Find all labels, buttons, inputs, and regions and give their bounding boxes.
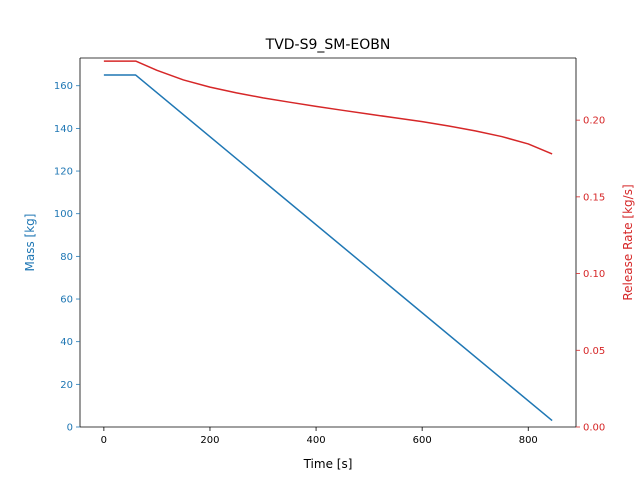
y-right-tick-label: 0.05	[583, 346, 605, 357]
x-tick-label: 400	[307, 435, 326, 446]
y-right-tick-label: 0.15	[583, 192, 605, 203]
release-rate-series-line	[103, 60, 553, 155]
x-tick-label: 200	[200, 435, 219, 446]
x-axis-label: Time [s]	[303, 457, 353, 471]
y-left-tick-label: 40	[60, 337, 73, 348]
x-tick-label: 800	[519, 435, 538, 446]
y-left-tick-label: 140	[54, 124, 73, 135]
y-left-tick-label: 0	[67, 423, 73, 434]
y-left-tick-label: 120	[54, 167, 73, 178]
x-tick-label: 0	[101, 435, 107, 446]
y-left-tick-label: 160	[54, 81, 73, 92]
chart-title: TVD-S9_SM-EOBN	[265, 37, 391, 53]
y-right-tick-label: 0.10	[583, 269, 605, 280]
y-right-axis-label: Release Rate [kg/s]	[621, 184, 635, 300]
y-left-tick-label: 60	[60, 295, 73, 306]
chart-marks: 0 200 400 600 800 0 20 40 60 80 100 120 140 160 0.00 0.…	[54, 57, 605, 446]
y-right-tick-label: 0.20	[583, 116, 605, 127]
mass-series-line	[103, 74, 553, 422]
x-tick-label: 600	[413, 435, 432, 446]
y-left-axis-label: Mass [kg]	[23, 214, 37, 272]
y-left-tick-label: 20	[60, 380, 73, 391]
y-left-tick-label: 80	[60, 252, 73, 263]
y-left-tick-label: 100	[54, 209, 73, 220]
y-right-tick-label: 0.00	[583, 423, 605, 434]
